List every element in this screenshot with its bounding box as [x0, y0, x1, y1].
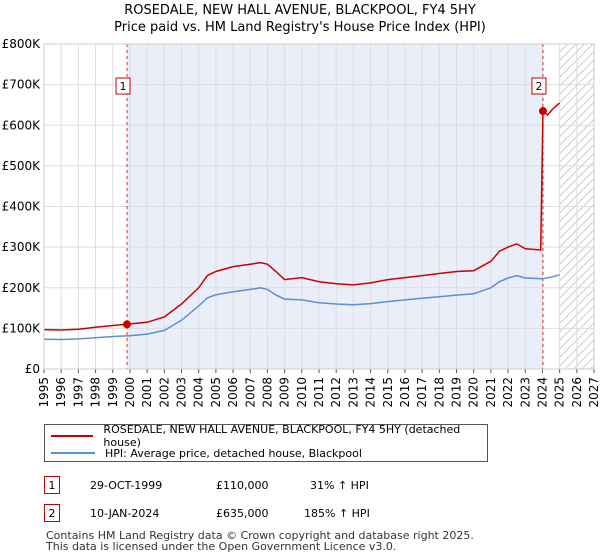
y-tick-label: £300K [2, 240, 42, 254]
y-tick-label: £700K [2, 78, 42, 92]
x-tick-label: 2001 [140, 377, 154, 408]
sale-date: 10-JAN-2024 [90, 507, 160, 520]
x-tick-label: 2017 [415, 377, 429, 408]
table-row: 1 29-OCT-1999 £110,000 31% ↑ HPI [44, 476, 564, 498]
x-tick-label: 1995 [37, 377, 51, 408]
sale-label-box [115, 77, 131, 95]
x-tick-label: 2026 [570, 377, 584, 408]
x-tick-label: 1997 [71, 377, 85, 408]
sale-hpi-change: 31% ↑ HPI [310, 479, 369, 492]
sale-hpi-change: 185% ↑ HPI [304, 507, 370, 520]
legend-line-property [51, 435, 94, 437]
x-tick-label: 2007 [243, 377, 257, 408]
x-tick-label: 2020 [467, 377, 481, 408]
legend: ROSEDALE, NEW HALL AVENUE, BLACKPOOL, FY… [44, 423, 488, 462]
sale-date: 29-OCT-1999 [90, 479, 163, 492]
sale-price: £110,000 [216, 479, 269, 492]
y-tick-label: £400K [2, 200, 42, 214]
x-tick-label: 2005 [209, 377, 223, 408]
y-tick-label: £800K [2, 37, 42, 51]
x-tick-label: 1999 [106, 377, 120, 408]
x-axis: 1995 1996 1997 1998 1999 2000 2001 2002 2003 2004… [37, 369, 600, 408]
footer: Contains HM Land Registry data © Crown c… [46, 530, 474, 552]
x-tick-label: 2021 [484, 377, 498, 408]
x-tick-label: 2009 [278, 377, 292, 408]
legend-item-hpi: HPI: Average price, detached house, Blac… [51, 445, 362, 461]
table-row: 2 10-JAN-2024 £635,000 185% ↑ HPI [44, 504, 564, 526]
x-tick-label: 2014 [364, 377, 378, 408]
x-tick-label: 2024 [535, 377, 549, 408]
legend-item-property: ROSEDALE, NEW HALL AVENUE, BLACKPOOL, FY… [51, 423, 487, 449]
sale-point [538, 107, 547, 116]
x-tick-label: 2016 [398, 377, 412, 408]
legend-line-hpi [51, 452, 95, 454]
legend-label-property: ROSEDALE, NEW HALL AVENUE, BLACKPOOL, FY… [103, 423, 461, 449]
property-price-line [43, 102, 561, 331]
x-tick-label: 1998 [89, 377, 103, 408]
x-tick-label: 2008 [260, 377, 274, 408]
y-tick-label: £200K [2, 281, 42, 295]
y-axis: £0 £100K £200K £300K £400K £500K £600K £700K £80… [2, 37, 42, 376]
price-chart: ROSEDALE, NEW HALL AVENUE, BLACKPOOL, FY… [2, 3, 600, 408]
x-tick-label: 2004 [192, 377, 206, 408]
x-tick-label: 2015 [381, 377, 395, 408]
chart-title: ROSEDALE, NEW HALL AVENUE, BLACKPOOL, FY… [124, 3, 476, 18]
x-tick-label: 2023 [518, 377, 532, 408]
x-tick-label: 1996 [54, 377, 68, 408]
x-tick-label: 2000 [123, 377, 137, 408]
x-tick-label: 2003 [175, 377, 189, 408]
sale-label: 1 [120, 80, 127, 93]
x-tick-label: 2010 [295, 377, 309, 408]
grid [43, 43, 595, 370]
x-tick-label: 2019 [450, 377, 464, 408]
sale-marker-lines [126, 44, 544, 369]
y-tick-label: £600K [2, 118, 42, 132]
plot-frame [43, 43, 595, 370]
y-tick-label: £0 [25, 362, 40, 376]
hpi-line [43, 274, 560, 341]
x-tick-label: 2025 [553, 377, 567, 408]
footer-licence: This data is licensed under the Open Gov… [46, 540, 397, 553]
x-tick-label: 2011 [312, 377, 326, 408]
x-tick-label: 2027 [587, 377, 600, 408]
y-tick-label: £500K [2, 159, 42, 173]
footer-copyright: Contains HM Land Registry data © Crown c… [46, 529, 474, 542]
sale-badge: 2 [44, 504, 60, 522]
sale-label: 2 [535, 80, 542, 93]
x-tick-label: 2006 [226, 377, 240, 408]
sale-badge: 1 [44, 476, 60, 494]
x-tick-label: 2013 [346, 377, 360, 408]
legend-label-hpi: HPI: Average price, detached house, Blac… [105, 446, 362, 460]
x-tick-label: 2022 [501, 377, 515, 408]
series-lines [43, 102, 561, 341]
sale-price: £635,000 [216, 507, 269, 520]
sale-point [123, 320, 132, 329]
x-tick-label: 2012 [329, 377, 343, 408]
x-tick-label: 2002 [157, 377, 171, 408]
chart-subtitle: Price paid vs. HM Land Registry's House … [114, 20, 486, 35]
x-tick-label: 2018 [432, 377, 446, 408]
y-tick-label: £100K [2, 321, 42, 335]
sale-label-box [531, 77, 547, 95]
